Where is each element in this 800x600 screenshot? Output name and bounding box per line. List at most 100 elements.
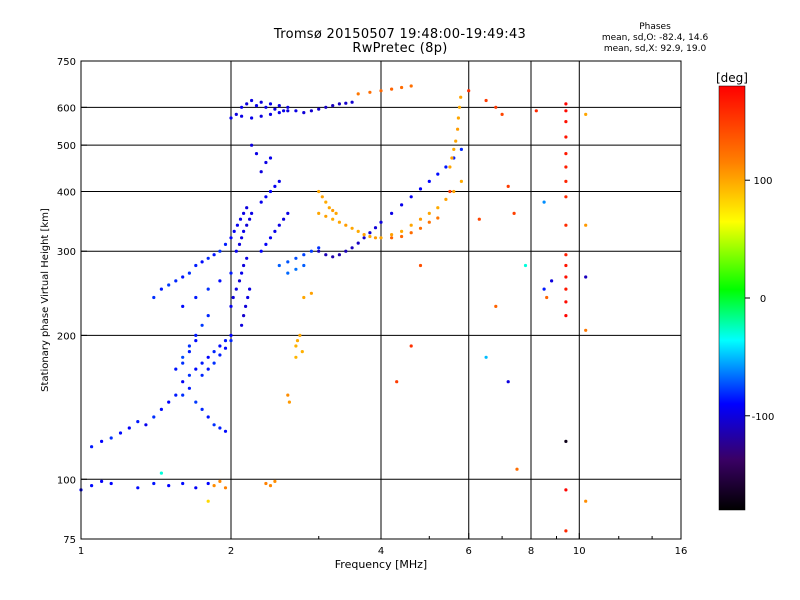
data-point — [584, 112, 588, 116]
x-tick-label: 1 — [78, 546, 84, 557]
data-point — [550, 279, 554, 283]
data-point — [167, 400, 171, 404]
data-point — [295, 339, 300, 343]
data-point — [234, 287, 238, 291]
x-tick-label: 8 — [528, 546, 534, 557]
data-point — [400, 203, 404, 207]
data-point — [245, 223, 249, 227]
data-point — [542, 200, 546, 204]
data-point — [584, 275, 588, 279]
x-tick-label: 16 — [675, 546, 688, 557]
data-point — [418, 187, 423, 191]
data-point — [234, 112, 238, 116]
data-point — [564, 120, 568, 124]
phase-stats-x-mode: mean, sd,X: 92.9, 19.0 — [603, 44, 707, 54]
data-point — [194, 263, 198, 268]
data-point — [379, 89, 383, 93]
data-point — [206, 287, 210, 291]
data-point — [294, 109, 298, 113]
data-point — [294, 355, 298, 359]
data-point — [494, 304, 498, 308]
data-point — [302, 263, 306, 268]
data-point — [564, 439, 568, 443]
data-point — [506, 184, 510, 188]
data-point — [309, 291, 313, 295]
y-tick-label: 600 — [57, 103, 76, 114]
data-point — [242, 211, 246, 215]
data-point — [238, 217, 243, 221]
data-point — [264, 105, 268, 109]
data-point — [584, 328, 588, 332]
data-point — [317, 249, 321, 253]
data-point — [250, 211, 254, 215]
data-point — [484, 355, 488, 359]
data-point — [409, 223, 413, 227]
scatter-points — [79, 84, 588, 533]
data-point — [309, 109, 313, 113]
data-point — [450, 156, 454, 160]
data-point — [181, 481, 185, 486]
data-point — [218, 249, 222, 253]
data-point — [459, 95, 463, 99]
data-point — [273, 107, 277, 111]
data-point — [136, 486, 140, 490]
data-point — [409, 344, 413, 348]
data-point — [534, 109, 538, 113]
data-point — [152, 481, 156, 486]
data-point — [240, 114, 244, 118]
data-point — [456, 127, 460, 131]
data-point — [242, 263, 246, 268]
data-point — [159, 471, 163, 475]
data-point — [167, 484, 171, 488]
data-point — [277, 263, 281, 268]
data-point — [254, 152, 259, 156]
data-point — [317, 189, 321, 194]
data-point — [286, 109, 290, 113]
data-point — [245, 102, 249, 106]
data-point — [237, 242, 242, 246]
chart-subtitle: RwPretec (8p) — [352, 41, 448, 56]
data-point — [194, 400, 198, 404]
data-point — [390, 236, 394, 240]
data-point — [268, 236, 273, 240]
data-point — [259, 114, 263, 118]
data-point — [379, 236, 383, 240]
data-point — [564, 109, 568, 113]
data-point — [264, 160, 268, 165]
data-point — [564, 165, 568, 169]
data-point — [206, 481, 210, 486]
data-point — [187, 386, 191, 390]
x-axis-ticks: 1 2 4 6 8 10 16 — [78, 533, 688, 557]
data-point — [152, 415, 156, 419]
data-point — [317, 246, 321, 250]
data-point — [273, 184, 277, 188]
data-point — [268, 102, 273, 106]
data-point — [302, 253, 306, 257]
data-point — [444, 165, 448, 169]
y-tick-label: 750 — [57, 57, 76, 68]
data-point — [218, 353, 222, 357]
data-point — [194, 486, 198, 490]
data-point — [229, 333, 233, 337]
data-point — [286, 105, 290, 109]
colorbar-unit-label: [deg] — [716, 71, 748, 85]
data-point — [344, 101, 348, 105]
data-point — [564, 152, 568, 156]
data-point — [409, 231, 413, 235]
data-point — [218, 426, 222, 430]
data-point — [277, 223, 281, 227]
x-tick-label: 10 — [573, 546, 586, 557]
data-point — [294, 344, 298, 348]
data-point — [390, 233, 394, 237]
data-point — [286, 260, 290, 264]
data-point — [337, 253, 341, 257]
data-point — [457, 105, 462, 109]
colorbar-tick-label: 0 — [760, 294, 766, 305]
data-point — [418, 263, 423, 268]
data-point — [418, 226, 423, 230]
data-point — [564, 102, 568, 106]
data-point — [294, 256, 298, 260]
data-point — [242, 229, 246, 233]
data-point — [564, 287, 568, 291]
data-point — [400, 234, 404, 239]
